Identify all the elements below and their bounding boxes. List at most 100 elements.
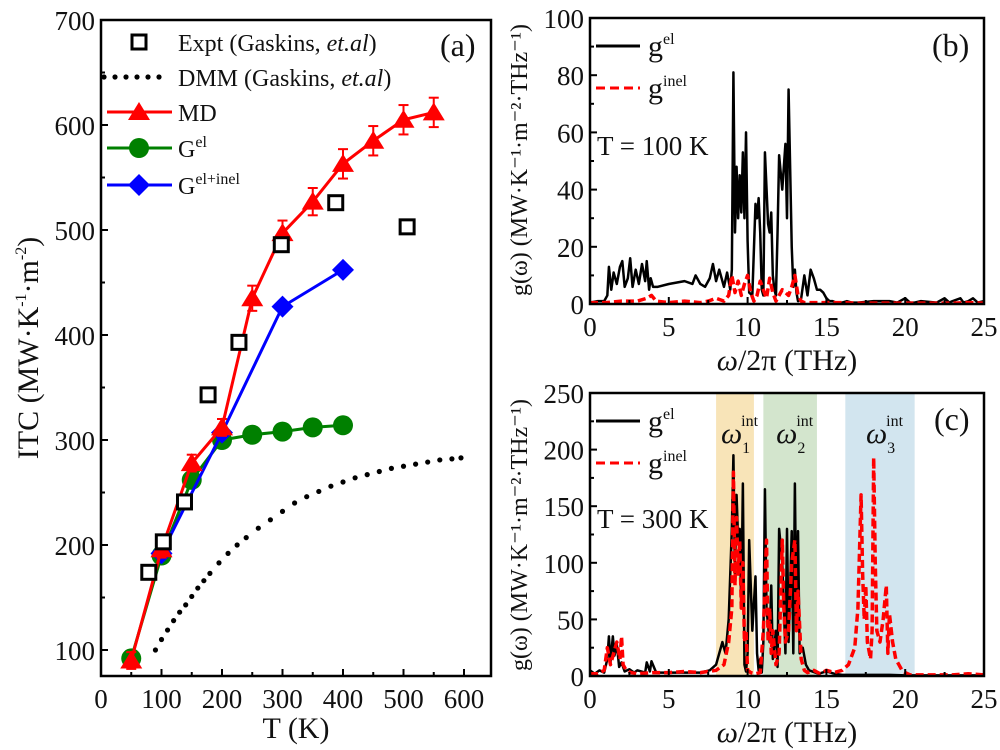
x-tick-label: 0	[583, 312, 597, 342]
x-tick-label: 15	[813, 684, 840, 714]
legend-item: ginel	[596, 447, 688, 480]
band-label: ω2 int	[776, 413, 814, 457]
panel-a-ylabel: ITC (MW·K-1·m-2)	[12, 237, 45, 459]
x-tick-label: 5	[662, 684, 676, 714]
legend-text-sup: el	[663, 406, 675, 423]
x-tick-label: 200	[202, 684, 243, 714]
data-point	[211, 417, 233, 436]
dmm-dot	[328, 483, 334, 489]
panel-a-label: (a)	[440, 27, 476, 63]
dmm-dot	[413, 461, 419, 467]
y-tick-label: 200	[55, 531, 96, 561]
dmm-dot	[195, 585, 201, 591]
data-point	[272, 236, 290, 254]
legend-marker	[128, 102, 150, 120]
y-tick-label: 150	[544, 492, 585, 522]
panel-a: 0 100 200 300 400 500 600 100 200 300 400 500 600 700…	[12, 6, 493, 745]
legend-text: g	[648, 30, 663, 63]
band-sup: int	[741, 413, 758, 430]
band-sub: 1	[742, 440, 750, 457]
legend-text: )	[383, 66, 391, 92]
panel-c: ω1int ω2int ω3int 0 5 10 15 20 2505010015020025…	[507, 379, 998, 749]
legend-item: Gel	[107, 134, 207, 163]
panel-c-annotation: T = 300 K	[597, 504, 709, 534]
legend-label: MD	[178, 101, 217, 127]
panel-c-xlabel: ω/2π (THz)	[717, 716, 857, 749]
data-point	[398, 218, 416, 236]
band-omega: ω	[721, 417, 742, 450]
dmm-dot	[255, 525, 261, 531]
dmm-dot	[189, 593, 195, 600]
data-point	[392, 109, 415, 128]
panel-c-ylabel: g(ω) (MW·K⁻¹·m⁻²·THz⁻¹)	[507, 399, 533, 671]
dmm-dot	[171, 618, 177, 624]
legend-item: MD	[107, 101, 217, 127]
data-point	[362, 130, 385, 149]
band-omega: ω	[776, 417, 797, 450]
dmm-dot	[437, 457, 443, 463]
panel-b-annotation: T = 100 K	[597, 131, 709, 161]
data-point	[271, 295, 294, 318]
series-ginel	[590, 273, 985, 305]
series-line	[160, 268, 344, 555]
legend-label: Gel	[178, 134, 207, 163]
y-tick-label: 300	[55, 426, 96, 456]
dmm-dot	[425, 459, 431, 465]
dmm-dot	[207, 570, 213, 576]
data-point	[333, 415, 353, 436]
y-tick-label: 100	[55, 636, 96, 666]
data-point	[301, 191, 324, 210]
data-point	[199, 386, 217, 404]
dmm-dot	[201, 578, 207, 584]
legend-dot	[123, 74, 129, 80]
x-tick-label: 20	[892, 684, 919, 714]
x-tick-label: 600	[444, 684, 485, 714]
dmm-dot	[216, 560, 222, 566]
legend-marker	[128, 174, 150, 196]
dmm-dot	[304, 494, 310, 500]
dmm-dot	[449, 456, 455, 462]
y-tick-label: 0	[571, 290, 585, 320]
legend-text-italic: et.al	[341, 66, 383, 92]
legend-label: Gel+inel	[178, 171, 240, 200]
x-tick-label: 0	[94, 684, 108, 714]
panel-c-legend: g el ginel	[596, 405, 688, 480]
y-tick-label: 200	[544, 436, 585, 466]
legend-text: DMM (Gaskins,	[178, 66, 341, 92]
data-point	[332, 258, 354, 281]
legend-dot	[112, 74, 118, 80]
series-line	[129, 110, 435, 661]
legend-label: ginel	[648, 447, 688, 480]
legend-text: G	[178, 174, 195, 200]
legend-text: )	[369, 31, 377, 57]
series-expt	[140, 194, 416, 581]
y-tick-label: 700	[55, 6, 96, 36]
dmm-dot	[234, 542, 240, 548]
dmm-dot	[400, 463, 407, 469]
legend-text-sup: el	[663, 31, 675, 48]
panel-a-legend: Expt (Gaskins, et.al)DMM (Gaskins, et.al…	[101, 31, 391, 200]
data-point	[332, 153, 354, 172]
y-tick-label: 0	[571, 662, 585, 692]
dmm-dot	[279, 508, 286, 514]
legend-text-sup: inel	[663, 448, 688, 465]
dmm-dot	[225, 550, 231, 557]
legend-item: ginel	[596, 72, 688, 105]
x-tick-label: 500	[383, 684, 424, 714]
legend-text: Expt (Gaskins,	[178, 31, 327, 57]
dmm-dot	[152, 647, 159, 653]
y-tick-label: 40	[557, 176, 584, 206]
legend-text-italic: et.al	[327, 31, 369, 57]
band-omega: ω	[866, 417, 887, 450]
dmm-dot	[340, 479, 346, 485]
y-tick-label: 250	[544, 379, 585, 409]
panel-b-label: (b)	[932, 27, 969, 63]
x-tick-label: 100	[141, 684, 182, 714]
legend-text: g	[648, 447, 663, 480]
panel-b-ylabel: g(ω) (MW·K⁻¹·m⁻²·THz⁻¹)	[507, 24, 533, 296]
panel-a-frame	[99, 18, 493, 678]
x-tick-label: 400	[323, 684, 364, 714]
legend-label: DMM (Gaskins, et.al)	[178, 66, 391, 92]
y-tick-label: 100	[544, 549, 585, 579]
